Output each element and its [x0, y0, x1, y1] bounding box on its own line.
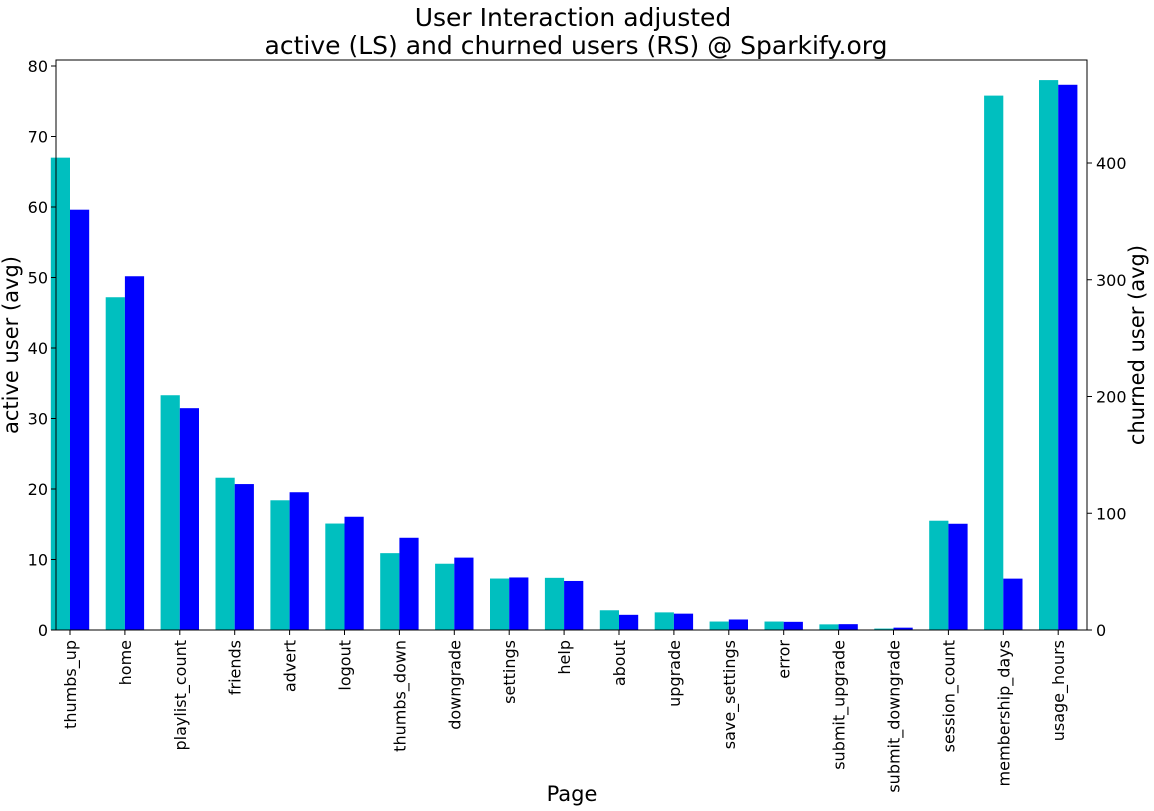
x-tick-label-advert: advert [281, 640, 300, 692]
x-tick-label-upgrade: upgrade [665, 640, 684, 707]
bar-active-downgrade [435, 563, 455, 630]
right-axis-ticks: 0 100 200 300 400 [1087, 154, 1127, 640]
x-tick-label-error: error [775, 640, 794, 679]
bar-active-advert [270, 500, 290, 630]
x-tick-label-playlist_count: playlist_count [171, 640, 191, 751]
bar-churned-about [619, 614, 639, 630]
bar-churned-membership_days [1003, 578, 1023, 630]
plot-frame [55, 59, 1088, 631]
bar-active-upgrade [654, 612, 674, 630]
bar-churned-help [564, 580, 584, 630]
left-tick-label: 10 [28, 551, 48, 570]
x-tick-label-thumbs_down: thumbs_down [390, 640, 410, 752]
right-tick-label: 0 [1096, 621, 1106, 640]
bar-active-help [544, 577, 565, 630]
x-tick-label-usage_hours: usage_hours [1049, 640, 1069, 741]
bar-churned-save_settings [728, 619, 748, 630]
bar-active-session_count [929, 520, 949, 630]
bar-active-submit_upgrade [819, 624, 839, 630]
bar-churned-advert [289, 492, 309, 630]
chart-title-line2: active (LS) and churned users (RS) @ Spa… [265, 31, 888, 60]
bar-active-save_settings [709, 621, 729, 630]
right-tick-label: 300 [1096, 271, 1127, 290]
left-tick-label: 40 [28, 339, 48, 358]
bar-churned-settings [509, 577, 529, 630]
x-tick-label-logout: logout [336, 640, 355, 691]
bar-active-membership_days [984, 95, 1004, 631]
left-tick-label: 70 [28, 128, 48, 147]
bar-active-settings [490, 578, 510, 630]
bar-churned-home [124, 276, 145, 630]
x-axis-ticks: thumbs_up home playlist_count friends advert… [61, 630, 1069, 793]
x-axis-label: Page [547, 782, 598, 806]
y-axis-label-right: churned user (avg) [1125, 245, 1149, 445]
bar-churned-logout [344, 516, 364, 630]
x-tick-label-save_settings: save_settings [720, 640, 740, 749]
bar-churned-friends [234, 484, 254, 630]
x-tick-label-submit_downgrade: submit_downgrade [885, 640, 905, 793]
bar-active-logout [325, 523, 345, 630]
bar-active-usage_hours [1039, 80, 1059, 631]
bar-churned-thumbs_down [399, 537, 419, 630]
bar-active-friends [215, 477, 235, 630]
bar-active-home [105, 297, 125, 630]
right-tick-label: 400 [1096, 154, 1127, 173]
left-tick-label: 80 [28, 57, 48, 76]
bar-churned-submit_downgrade [893, 627, 913, 630]
x-tick-label-settings: settings [500, 640, 519, 704]
x-tick-label-about: about [610, 640, 629, 686]
bar-active-playlist_count [160, 395, 180, 630]
left-tick-label: 50 [28, 269, 48, 288]
x-tick-label-membership_days: membership_days [994, 640, 1014, 786]
left-tick-label: 30 [28, 410, 48, 429]
bar-churned-upgrade [673, 613, 694, 630]
left-axis-ticks: 0 10 20 30 40 50 60 70 80 [28, 57, 56, 640]
bar-churned-error [783, 621, 803, 630]
x-tick-label-session_count: session_count [939, 640, 959, 752]
x-tick-label-home: home [116, 640, 135, 685]
chart-title-line1: User Interaction adjusted [415, 3, 732, 32]
x-tick-label-friends: friends [226, 640, 245, 695]
bar-churned-usage_hours [1058, 84, 1078, 631]
left-tick-label: 60 [28, 198, 48, 217]
bar-churned-downgrade [454, 557, 474, 630]
bars-group [50, 80, 1078, 631]
bar-active-submit_downgrade [874, 628, 894, 630]
left-tick-label: 0 [38, 621, 48, 640]
bar-active-error [764, 621, 784, 630]
bar-active-about [599, 610, 619, 630]
bar-churned-thumbs_up [70, 209, 90, 630]
x-tick-label-help: help [555, 640, 574, 675]
bar-churned-playlist_count [179, 408, 199, 630]
right-tick-label: 100 [1096, 504, 1127, 523]
x-tick-label-submit_upgrade: submit_upgrade [830, 640, 850, 770]
bar-active-thumbs_down [380, 553, 400, 630]
left-tick-label: 20 [28, 480, 48, 499]
x-tick-label-downgrade: downgrade [445, 640, 464, 730]
x-tick-label-thumbs_up: thumbs_up [61, 640, 81, 729]
right-tick-label: 200 [1096, 388, 1127, 407]
bar-churned-session_count [948, 523, 968, 630]
y-axis-label-left: active user (avg) [0, 256, 23, 434]
bar-churned-submit_upgrade [838, 624, 858, 630]
